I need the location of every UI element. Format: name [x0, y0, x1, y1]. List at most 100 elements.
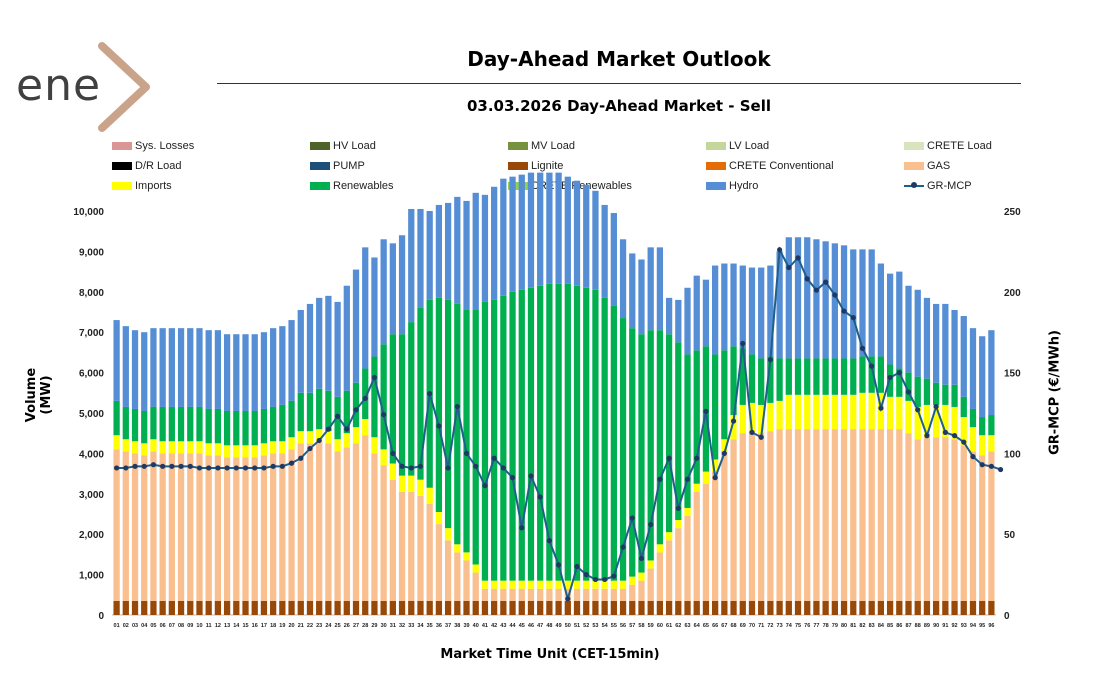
bar-segment: [196, 328, 203, 407]
bar-segment: [656, 552, 664, 601]
bar-segment: [905, 433, 912, 601]
bar-segment: [242, 334, 249, 411]
x-tick-label: 66: [712, 623, 718, 629]
bar-segment: [113, 600, 120, 615]
gr-mcp-point: [252, 465, 258, 471]
bar-segment: [758, 267, 765, 359]
gr-mcp-point: [924, 433, 930, 439]
bar-segment: [914, 439, 921, 601]
bar-segment: [656, 600, 664, 615]
bar-segment: [518, 174, 525, 290]
bar-segment: [647, 247, 654, 331]
bar-segment: [187, 453, 194, 601]
legend-label: PUMP: [333, 160, 365, 172]
bar-segment: [426, 487, 433, 504]
bar-segment: [960, 316, 967, 397]
bar-segment: [141, 443, 148, 456]
bar-segment: [141, 455, 148, 601]
y-tick-label: 3,000: [79, 490, 104, 501]
bar-segment: [398, 235, 406, 335]
bar-segment: [380, 465, 387, 601]
bar-segment: [647, 568, 654, 601]
bar-segment: [748, 402, 756, 432]
x-tick-label: 89: [924, 623, 930, 629]
bar-segment: [288, 600, 295, 615]
bar-segment: [850, 429, 857, 601]
bar-segment: [187, 600, 194, 615]
bar-segment: [463, 600, 470, 615]
bar-segment: [334, 451, 341, 601]
bar-segment: [260, 443, 268, 456]
bar-segment: [748, 267, 756, 355]
bar-segment: [233, 445, 240, 458]
bar-segment: [822, 241, 829, 359]
bar-segment: [362, 419, 369, 436]
bar-segment: [767, 402, 774, 432]
bar-segment: [776, 358, 783, 401]
bar-segment: [656, 247, 664, 331]
y2-tick-label: 150: [1004, 369, 1021, 380]
gr-mcp-point: [399, 463, 405, 469]
x-tick-label: 46: [528, 623, 534, 629]
bar-segment: [380, 239, 387, 345]
bar-segment: [564, 176, 571, 284]
bar-segment: [288, 449, 295, 601]
bar-segment: [969, 451, 977, 601]
bar-segment: [306, 443, 314, 601]
x-tick-label: 75: [795, 623, 801, 629]
x-tick-label: 04: [141, 623, 148, 629]
x-tick-label: 54: [602, 623, 609, 629]
bar-segment: [417, 307, 424, 480]
bar-segment: [122, 439, 129, 452]
bar-segment: [214, 330, 222, 409]
bar-segment: [619, 600, 627, 615]
bar-segment: [131, 330, 139, 409]
bar-segment: [472, 572, 479, 601]
x-tick-label: 10: [196, 623, 202, 629]
bar-segment: [233, 600, 240, 615]
bar-segment: [583, 287, 590, 581]
bar-segment: [739, 348, 746, 405]
bar-segment: [389, 463, 396, 480]
x-tick-label: 30: [381, 623, 387, 629]
legend-swatch: [706, 162, 726, 170]
gr-mcp-point: [961, 439, 967, 445]
y-axis-right-title: GR-MCP (€/MWh): [1047, 330, 1063, 455]
gr-mcp-point: [463, 450, 470, 456]
bar-segment: [629, 253, 636, 329]
x-tick-label: 58: [638, 623, 644, 629]
x-tick-label: 19: [279, 623, 285, 629]
gr-mcp-point: [666, 455, 672, 461]
gr-mcp-point: [178, 463, 184, 469]
gr-mcp-point: [114, 465, 120, 471]
x-tick-label: 14: [233, 623, 240, 629]
bar-segment: [371, 453, 378, 601]
bar-segment: [233, 334, 240, 411]
legend-label: Hydro: [729, 180, 759, 192]
bar-segment: [270, 600, 277, 615]
bar-segment: [573, 600, 581, 615]
gr-mcp-point: [694, 455, 700, 461]
bar-segment: [905, 600, 912, 615]
bar-segment: [537, 580, 544, 589]
bar-segment: [850, 394, 857, 430]
bar-segment: [297, 392, 304, 432]
bar-segment: [831, 429, 838, 601]
bar-segment: [923, 600, 931, 615]
legend-item: MV Load: [508, 140, 575, 152]
bar-segment: [463, 560, 470, 601]
bar-segment: [712, 471, 719, 601]
bar-segment: [794, 358, 802, 395]
bar-segment: [270, 453, 277, 601]
bar-segment: [969, 427, 977, 452]
bar-segment: [785, 394, 792, 430]
bar-segment: [371, 257, 378, 357]
gr-mcp-point: [417, 463, 424, 469]
bar-segment: [260, 332, 268, 409]
gr-mcp-point: [454, 403, 460, 410]
bar-segment: [417, 600, 424, 615]
bar-segment: [306, 392, 314, 432]
bar-segment: [804, 237, 811, 359]
bar-segment: [518, 600, 525, 615]
bar-segment: [270, 441, 277, 454]
